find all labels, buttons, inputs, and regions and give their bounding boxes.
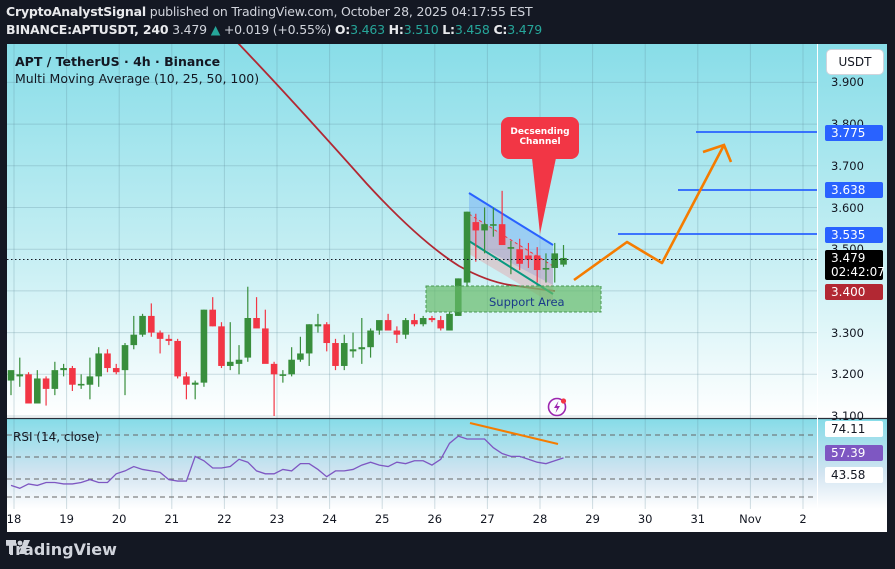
price-tick: 3.900 [831,75,864,90]
rsi-value-tag: 57.39 [825,445,883,461]
price-tick: 3.200 [831,367,864,382]
descending-channel-callout[interactable]: Decsending Channel [501,117,579,159]
time-tick: 31 [690,512,706,526]
ma-value-tag: 3.400 [825,284,883,300]
high-value: 3.510 [403,22,439,37]
support-area-label: Support Area [489,295,565,309]
symbol: BINANCE:APTUSDT, 240 [6,22,169,37]
time-tick: 29 [585,512,600,526]
target-3-tag: 3.775 [825,125,883,141]
price-tick: 3.300 [831,325,864,340]
time-tick: 18 [7,512,22,526]
up-triangle-icon: ▲ [210,22,221,37]
price-tick: 3.600 [831,200,864,215]
time-tick: 2 [799,512,807,526]
rsi-upper-tag: 74.11 [825,421,883,437]
close-value: 3.479 [507,22,543,37]
time-tick: 26 [427,512,443,526]
tradingview-logo-icon [6,540,30,554]
low-value: 3.458 [454,22,490,37]
alert-bolt-icon[interactable] [547,396,567,417]
tradingview-logo[interactable]: TradingView [6,540,117,559]
target-1-tag: 3.535 [825,227,883,243]
time-tick: 20 [111,512,127,526]
time-tick: 27 [480,512,495,526]
chart-container[interactable]: APT / TetherUS · 4h · Binance Multi Movi… [7,44,887,532]
last-price: 3.479 [172,22,207,37]
chart-canvas[interactable] [7,44,887,532]
time-tick: 28 [532,512,548,526]
time-tick: 24 [322,512,337,526]
publisher-line: CryptoAnalystSignal published on Trading… [6,4,533,19]
last-price-tag: 3.479 02:42:07 [825,250,885,280]
time-tick: 25 [374,512,390,526]
last-price-value: 3.479 [831,251,866,265]
rsi-legend[interactable]: RSI (14, close) [13,430,100,444]
price-tick: 3.100 [831,409,864,423]
bar-countdown: 02:42:07 [831,265,885,279]
symbol-line: BINANCE:APTUSDT, 240 3.479 ▲ +0.019 (+0.… [6,22,543,37]
currency-button[interactable]: USDT [827,50,883,74]
indicator-legend[interactable]: Multi Moving Average (10, 25, 50, 100) [15,71,260,86]
target-2-tag: 3.638 [825,182,883,198]
published-text: published on TradingView.com, October 28… [149,4,533,19]
rsi-lower-tag: 43.58 [825,467,883,483]
time-tick: 30 [637,512,653,526]
price-change: +0.019 (+0.55%) [223,22,332,37]
price-tick: 3.700 [831,158,864,173]
time-tick: 22 [217,512,232,526]
time-tick: 19 [59,512,74,526]
time-tick: Nov [739,512,762,526]
publisher-name[interactable]: CryptoAnalystSignal [6,4,146,19]
time-tick: 21 [164,512,180,526]
chart-title[interactable]: APT / TetherUS · 4h · Binance [15,54,221,69]
time-tick: 23 [269,512,285,526]
open-value: 3.463 [350,22,385,37]
